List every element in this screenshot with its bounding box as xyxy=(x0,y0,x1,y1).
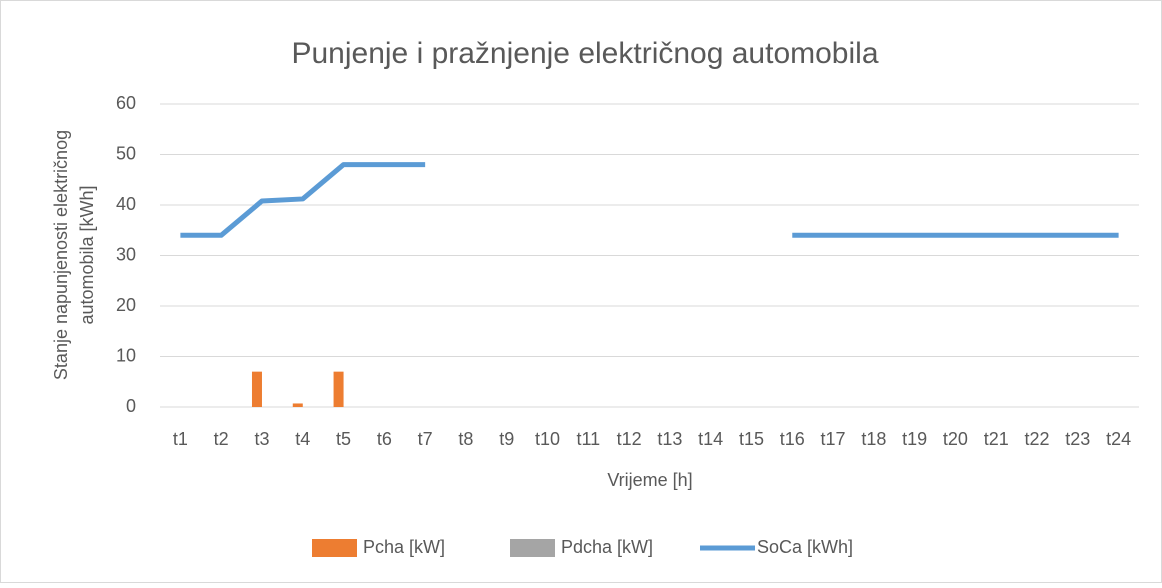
x-tick-label: t20 xyxy=(943,429,968,449)
x-tick-label: t3 xyxy=(254,429,269,449)
x-tick-label: t7 xyxy=(418,429,433,449)
x-tick-label: t5 xyxy=(336,429,351,449)
bar xyxy=(292,403,303,407)
x-tick-label: t4 xyxy=(295,429,310,449)
x-tick-label: t8 xyxy=(458,429,473,449)
x-tick-label: t13 xyxy=(657,429,682,449)
x-tick-label: t23 xyxy=(1065,429,1090,449)
x-axis-label: Vrijeme [h] xyxy=(607,470,692,490)
x-tick-label: t15 xyxy=(739,429,764,449)
x-tick-label: t9 xyxy=(499,429,514,449)
x-tick-label: t10 xyxy=(535,429,560,449)
x-tick-label: t22 xyxy=(1025,429,1050,449)
y-tick-label: 40 xyxy=(116,194,136,214)
x-tick-label: t21 xyxy=(984,429,1009,449)
x-tick-label: t14 xyxy=(698,429,723,449)
y-axis-label-line: automobila [kWh] xyxy=(77,185,97,324)
y-tick-label: 60 xyxy=(116,93,136,113)
x-tick-label: t18 xyxy=(861,429,886,449)
bar xyxy=(251,371,262,407)
y-tick-label: 0 xyxy=(126,396,136,416)
legend-swatch xyxy=(312,539,357,557)
y-tick-label: 10 xyxy=(116,345,136,365)
x-tick-label: t24 xyxy=(1106,429,1131,449)
x-tick-label: t6 xyxy=(377,429,392,449)
y-tick-label: 20 xyxy=(116,295,136,315)
bar xyxy=(333,371,344,407)
y-axis-label-line: Stanje napunjenosti električnog xyxy=(51,130,71,380)
x-tick-label: t17 xyxy=(821,429,846,449)
line xyxy=(180,162,1119,238)
x-tick-label: t2 xyxy=(214,429,229,449)
x-tick-label: t12 xyxy=(617,429,642,449)
chart-title: Punjenje i pražnjenje električnog automo… xyxy=(291,37,878,70)
y-axis-label: Stanje napunjenosti električnog automobi… xyxy=(51,130,97,380)
x-tick-label: t16 xyxy=(780,429,805,449)
legend-label: Pdcha [kW] xyxy=(561,537,653,557)
x-tick-label: t1 xyxy=(173,429,188,449)
x-tick-label: t19 xyxy=(902,429,927,449)
x-tick-label: t11 xyxy=(576,429,600,449)
legend-swatch xyxy=(510,539,555,557)
y-tick-label: 30 xyxy=(116,244,136,264)
y-tick-label: 50 xyxy=(116,143,136,163)
legend-label: SoCa [kWh] xyxy=(757,537,853,557)
legend-label: Pcha [kW] xyxy=(363,537,445,557)
